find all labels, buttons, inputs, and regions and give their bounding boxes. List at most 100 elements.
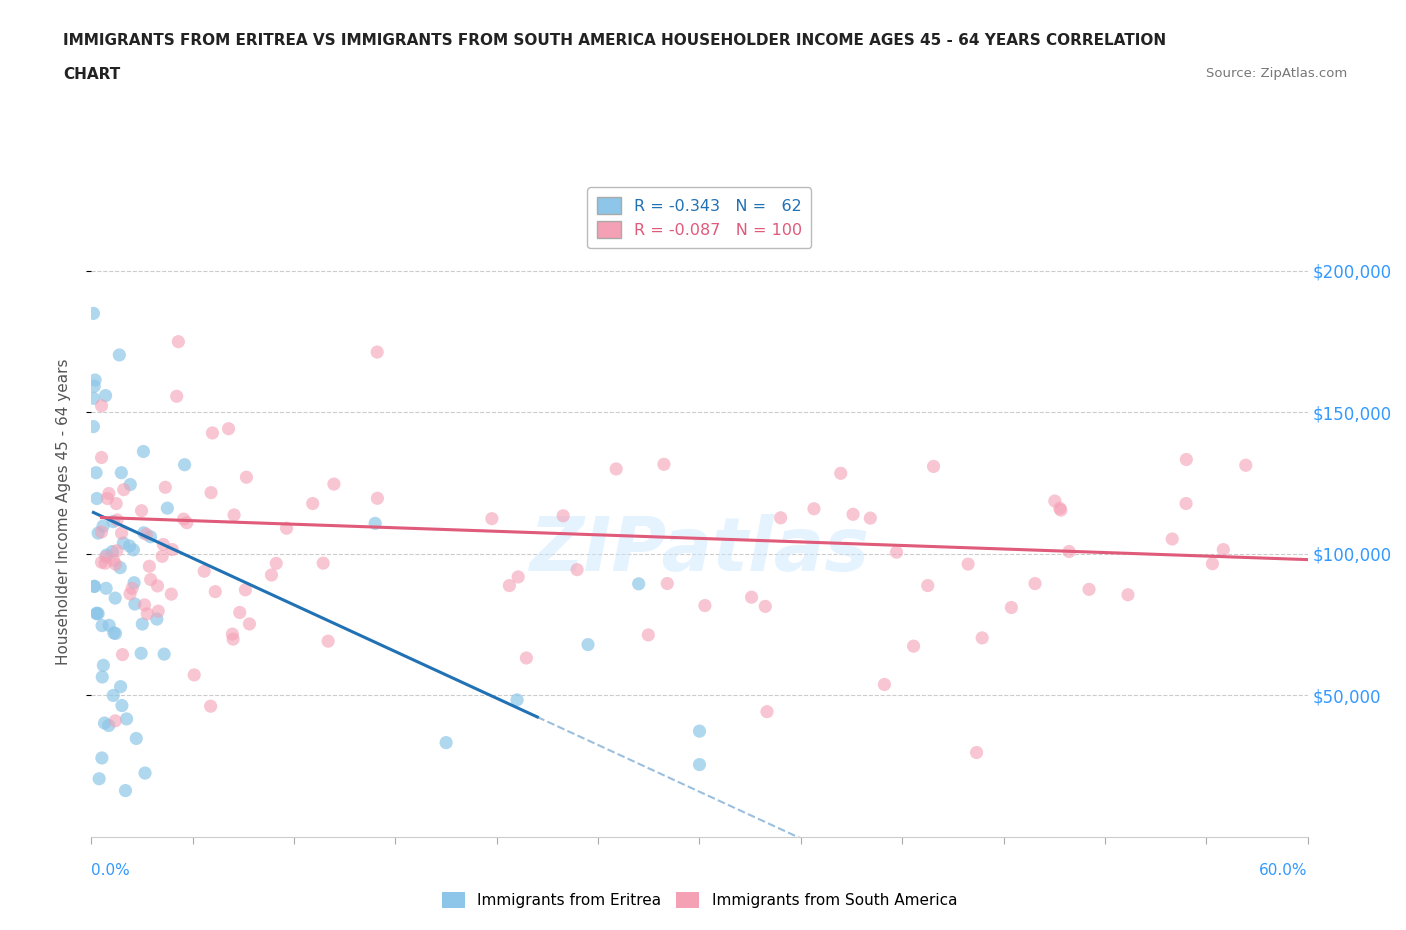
Point	[103, 514, 125, 529]
Point	[110, 560, 132, 575]
Point	[652, 457, 675, 472]
Point	[200, 698, 222, 713]
Point	[132, 525, 155, 540]
Point	[131, 617, 153, 631]
Point	[101, 544, 124, 559]
Point	[1212, 542, 1234, 557]
Point	[114, 783, 136, 798]
Point	[688, 757, 710, 772]
Point	[125, 731, 148, 746]
Point	[366, 491, 388, 506]
Point	[89, 771, 111, 786]
Point	[110, 465, 132, 480]
Point	[1000, 600, 1022, 615]
Point	[82, 306, 104, 321]
Point	[903, 639, 925, 654]
Point	[859, 511, 882, 525]
Point	[91, 519, 114, 534]
Point	[754, 599, 776, 614]
Point	[83, 379, 105, 393]
Point	[111, 647, 134, 662]
Point	[105, 497, 128, 512]
Point	[90, 751, 112, 765]
Point	[83, 578, 105, 593]
Point	[322, 477, 344, 492]
Point	[200, 485, 222, 500]
Point	[97, 718, 120, 733]
Point	[498, 578, 520, 593]
Point	[118, 587, 141, 602]
Point	[922, 459, 945, 474]
Text: IMMIGRANTS FROM ERITREA VS IMMIGRANTS FROM SOUTH AMERICA HOUSEHOLDER INCOME AGES: IMMIGRANTS FROM ERITREA VS IMMIGRANTS FR…	[63, 33, 1167, 47]
Point	[111, 698, 134, 713]
Point	[83, 578, 105, 593]
Point	[576, 637, 599, 652]
Point	[139, 572, 162, 587]
Text: 0.0%: 0.0%	[91, 863, 131, 878]
Text: CHART: CHART	[63, 67, 121, 82]
Text: ZIPatlas: ZIPatlas	[530, 514, 869, 587]
Point	[1161, 532, 1184, 547]
Point	[769, 511, 792, 525]
Point	[366, 345, 388, 360]
Point	[167, 334, 190, 349]
Point	[1078, 582, 1101, 597]
Point	[115, 711, 138, 726]
Point	[301, 496, 323, 511]
Point	[515, 651, 537, 666]
Point	[235, 582, 257, 597]
Point	[637, 628, 659, 643]
Point	[183, 668, 205, 683]
Point	[110, 525, 132, 540]
Point	[1049, 501, 1071, 516]
Point	[96, 491, 118, 506]
Point	[139, 529, 162, 544]
Point	[112, 536, 135, 551]
Point	[364, 516, 387, 531]
Point	[90, 450, 112, 465]
Point	[972, 631, 994, 645]
Point	[886, 545, 908, 560]
Point	[131, 503, 153, 518]
Point	[105, 512, 128, 527]
Point	[803, 501, 825, 516]
Point	[86, 606, 108, 621]
Point	[135, 526, 157, 541]
Point	[155, 480, 177, 495]
Point	[657, 576, 679, 591]
Point	[222, 631, 245, 646]
Point	[966, 745, 988, 760]
Point	[94, 581, 117, 596]
Point	[104, 713, 127, 728]
Text: Source: ZipAtlas.com: Source: ZipAtlas.com	[1206, 67, 1347, 80]
Point	[84, 373, 107, 388]
Point	[605, 461, 627, 476]
Point	[312, 556, 335, 571]
Point	[90, 525, 112, 539]
Point	[82, 419, 104, 434]
Point	[124, 597, 146, 612]
Point	[842, 507, 865, 522]
Point	[221, 627, 243, 642]
Point	[688, 724, 710, 738]
Point	[121, 581, 143, 596]
Point	[565, 562, 588, 577]
Point	[553, 509, 575, 524]
Point	[120, 477, 142, 492]
Point	[94, 388, 117, 403]
Legend: Immigrants from Eritrea, Immigrants from South America: Immigrants from Eritrea, Immigrants from…	[436, 885, 963, 914]
Point	[94, 550, 117, 565]
Point	[136, 606, 159, 621]
Point	[122, 542, 145, 557]
Point	[94, 556, 117, 571]
Point	[146, 612, 169, 627]
Point	[264, 556, 287, 571]
Point	[201, 426, 224, 441]
Point	[134, 765, 156, 780]
Point	[193, 564, 215, 578]
Point	[93, 658, 115, 672]
Point	[112, 483, 135, 498]
Point	[1024, 576, 1046, 591]
Point	[103, 626, 125, 641]
Point	[260, 567, 283, 582]
